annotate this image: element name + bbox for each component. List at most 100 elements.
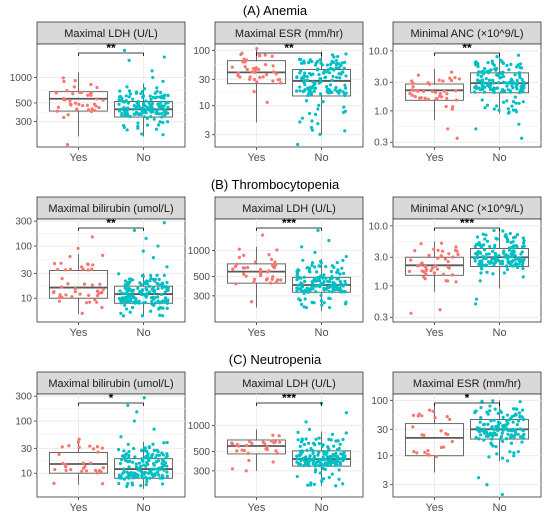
data-point-yes bbox=[267, 253, 271, 257]
data-point-yes bbox=[456, 252, 460, 257]
data-point-no bbox=[126, 403, 130, 407]
data-point-no bbox=[480, 78, 485, 82]
data-point-no bbox=[473, 259, 477, 263]
data-point-yes bbox=[409, 258, 413, 262]
x-tick-label: Yes bbox=[425, 502, 443, 514]
box-yes bbox=[404, 83, 464, 101]
data-point-no bbox=[299, 69, 303, 73]
data-point-no bbox=[152, 117, 156, 121]
data-point-no bbox=[487, 252, 491, 256]
data-point-yes bbox=[63, 98, 67, 102]
significance-label: ** bbox=[284, 41, 294, 55]
data-point-no bbox=[145, 476, 149, 481]
data-point-no bbox=[520, 244, 525, 249]
data-point-no bbox=[122, 469, 126, 474]
panel-9: Maximal ESR (mm/hr) 3 10 30 100 Yes No * bbox=[371, 371, 542, 514]
data-point-no bbox=[153, 96, 157, 100]
data-point-no bbox=[156, 295, 160, 299]
data-point-no bbox=[120, 111, 124, 116]
data-point-no bbox=[492, 90, 496, 95]
data-point-yes bbox=[100, 305, 104, 310]
y-tick-label: 1000 bbox=[188, 421, 211, 432]
data-point-no bbox=[488, 244, 492, 249]
data-point-no bbox=[325, 285, 329, 289]
data-point-yes bbox=[252, 277, 257, 281]
data-point-no bbox=[490, 442, 494, 446]
data-point-no bbox=[139, 283, 143, 287]
box-yes bbox=[48, 270, 108, 299]
data-point-no bbox=[506, 432, 510, 436]
group-no bbox=[114, 396, 174, 489]
data-point-no bbox=[161, 120, 165, 125]
data-point-no bbox=[122, 100, 126, 104]
data-point-yes bbox=[251, 66, 256, 71]
data-point-no bbox=[126, 482, 130, 486]
data-point-yes bbox=[77, 102, 81, 106]
data-point-no bbox=[126, 112, 130, 116]
data-point-no bbox=[495, 104, 499, 108]
data-point-no bbox=[134, 90, 139, 94]
data-point-no bbox=[131, 460, 135, 464]
panel-6: Minimal ANC (×10^9/L) 0.3 1.0 3.0 10.0 Yes No *… bbox=[369, 196, 542, 339]
data-point-yes bbox=[76, 440, 80, 444]
data-point-no bbox=[148, 103, 152, 108]
data-point-no bbox=[137, 461, 142, 465]
y-tick-label: 100 bbox=[15, 417, 32, 428]
significance-label: * bbox=[465, 391, 470, 405]
data-point-no bbox=[327, 238, 331, 243]
data-point-no bbox=[514, 244, 518, 248]
data-point-yes bbox=[60, 445, 64, 449]
data-point-no bbox=[326, 68, 330, 72]
data-point-yes bbox=[65, 89, 69, 93]
data-point-no bbox=[166, 298, 170, 302]
data-point-no bbox=[328, 89, 332, 93]
data-point-yes bbox=[73, 286, 77, 291]
data-point-no bbox=[141, 476, 145, 480]
data-point-no bbox=[341, 258, 345, 263]
data-point-no bbox=[519, 87, 523, 91]
data-point-yes bbox=[416, 73, 421, 77]
data-point-yes bbox=[101, 482, 105, 486]
data-point-yes bbox=[276, 78, 280, 82]
data-point-yes bbox=[407, 269, 412, 274]
data-point-yes bbox=[448, 76, 452, 80]
data-point-no bbox=[319, 274, 323, 278]
data-point-yes bbox=[81, 461, 86, 465]
data-point-no bbox=[162, 468, 166, 472]
data-point-yes bbox=[271, 79, 275, 83]
data-point-no bbox=[146, 471, 151, 475]
data-point-no bbox=[147, 445, 151, 450]
data-point-no bbox=[299, 302, 304, 306]
data-point-no bbox=[325, 450, 329, 454]
significance-label: *** bbox=[460, 216, 474, 230]
data-point-no bbox=[127, 455, 131, 460]
data-point-no bbox=[478, 279, 482, 283]
data-point-no bbox=[492, 418, 496, 422]
data-point-no bbox=[509, 62, 513, 66]
data-point-yes bbox=[432, 247, 436, 251]
section-title-thrombocytopenia: (B) Thrombocytopenia bbox=[211, 177, 340, 192]
data-point-no bbox=[296, 430, 300, 435]
data-point-no bbox=[322, 288, 326, 292]
data-point-no bbox=[521, 275, 525, 279]
data-point-yes bbox=[279, 278, 283, 282]
data-point-no bbox=[317, 73, 321, 77]
data-point-yes bbox=[419, 96, 423, 100]
data-point-no bbox=[515, 407, 519, 411]
data-point-no bbox=[306, 483, 310, 487]
data-point-no bbox=[336, 277, 340, 281]
data-point-no bbox=[128, 299, 133, 303]
data-point-yes bbox=[449, 78, 454, 83]
data-point-no bbox=[125, 470, 129, 474]
data-point-no bbox=[314, 61, 318, 65]
data-point-no bbox=[158, 476, 162, 480]
data-point-yes bbox=[445, 96, 449, 101]
data-point-yes bbox=[420, 414, 424, 418]
data-point-yes bbox=[86, 108, 91, 112]
significance-bracket: * bbox=[434, 391, 500, 406]
data-point-no bbox=[118, 107, 122, 111]
data-point-no bbox=[127, 474, 131, 479]
data-point-no bbox=[314, 468, 318, 472]
data-point-yes bbox=[425, 452, 430, 457]
data-point-yes bbox=[237, 255, 241, 259]
